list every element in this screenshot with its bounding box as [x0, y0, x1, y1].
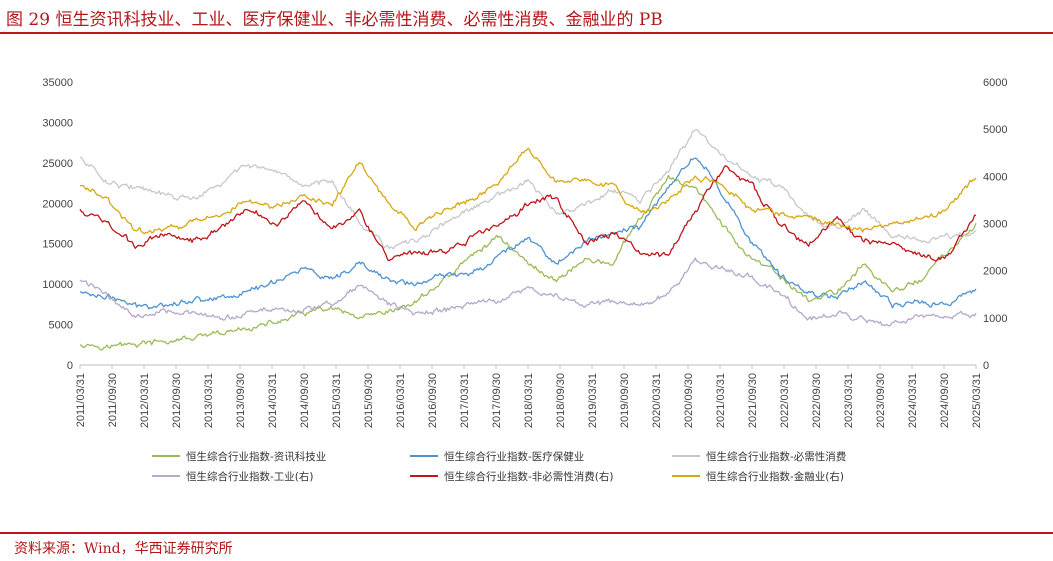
x-tick-label: 2015/09/30	[363, 373, 375, 428]
x-tick-label: 2018/03/31	[523, 373, 535, 428]
x-tick-label: 2017/03/31	[459, 373, 471, 428]
legend-label: 恒生综合行业指数-工业(右)	[186, 470, 313, 483]
legend-label: 恒生综合行业指数-非必需性消费(右)	[444, 470, 613, 483]
x-tick-label: 2023/09/30	[875, 373, 887, 428]
x-tick-label: 2025/03/31	[971, 373, 983, 428]
series-line-4	[79, 165, 977, 262]
x-tick-label: 2016/09/30	[427, 373, 439, 428]
x-tick-label: 2016/03/31	[395, 373, 407, 428]
pb-line-chart: 0 5000 10000 15000 20000 25000 30000 35000 0 100…	[42, 77, 1007, 483]
x-tick-label: 2022/09/30	[811, 373, 823, 428]
x-axis: 2011/03/31 2011/09/30 2012/03/31 2012/09/30…	[75, 365, 983, 428]
series-line-5	[79, 147, 977, 235]
footer-divider	[0, 532, 1053, 534]
y-left-axis: 0 5000 10000 15000 20000 25000 30000 35000	[42, 77, 73, 372]
x-tick-label: 2012/03/31	[139, 373, 151, 428]
x-tick-label: 2018/09/30	[555, 373, 567, 428]
legend-label: 恒生综合行业指数-必需性消费	[706, 450, 846, 463]
series-line-2	[79, 129, 977, 250]
legend-label: 恒生综合行业指数-资讯科技业	[186, 450, 326, 463]
series-line-0	[79, 174, 977, 351]
y-left-tick-label: 10000	[42, 279, 73, 291]
x-tick-label: 2019/09/30	[619, 373, 631, 428]
y-left-tick-label: 25000	[42, 158, 73, 170]
x-tick-label: 2015/03/31	[331, 373, 343, 428]
y-right-tick-label: 4000	[983, 171, 1007, 183]
x-tick-label: 2012/09/30	[171, 373, 183, 428]
y-left-tick-label: 20000	[42, 198, 73, 210]
series-line-3	[79, 257, 977, 327]
y-right-tick-label: 5000	[983, 124, 1007, 136]
x-tick-label: 2022/03/31	[779, 373, 791, 428]
series-lines	[79, 129, 977, 351]
title-divider	[0, 32, 1053, 34]
x-tick-label: 2019/03/31	[587, 373, 599, 428]
y-right-tick-label: 1000	[983, 313, 1007, 325]
y-right-tick-label: 0	[983, 360, 989, 372]
y-left-tick-label: 0	[67, 360, 73, 372]
series-line-1	[80, 157, 977, 310]
x-tick-label: 2024/03/31	[907, 373, 919, 428]
x-tick-label: 2017/09/30	[491, 373, 503, 428]
x-tick-label: 2014/03/31	[267, 373, 279, 428]
y-right-tick-label: 6000	[983, 77, 1007, 89]
x-tick-label: 2014/09/30	[299, 373, 311, 428]
x-tick-label: 2021/09/30	[747, 373, 759, 428]
y-right-tick-label: 3000	[983, 219, 1007, 231]
x-tick-label: 2021/03/31	[715, 373, 727, 428]
x-tick-label: 2013/03/31	[203, 373, 215, 428]
page-title: 图 29 恒生资讯科技业、工业、医疗保健业、非必需性消费、必需性消费、金融业的 …	[6, 10, 663, 30]
legend-label: 恒生综合行业指数-医疗保健业	[444, 450, 584, 463]
legend-label: 恒生综合行业指数-金融业(右)	[706, 470, 844, 483]
x-tick-label: 2024/09/30	[939, 373, 951, 428]
x-tick-label: 2023/03/31	[843, 373, 855, 428]
y-left-tick-label: 30000	[42, 117, 73, 129]
x-tick-label: 2020/09/30	[683, 373, 695, 428]
y-left-tick-label: 5000	[49, 320, 73, 332]
y-right-tick-label: 2000	[983, 266, 1007, 278]
x-tick-label: 2020/03/31	[651, 373, 663, 428]
legend: 恒生综合行业指数-资讯科技业 恒生综合行业指数-医疗保健业 恒生综合行业指数-必需性…	[152, 450, 846, 483]
x-tick-label: 2011/03/31	[75, 373, 87, 427]
data-source-note: 资料来源：Wind，华西证券研究所	[14, 541, 233, 557]
y-left-tick-label: 35000	[42, 77, 73, 89]
y-left-tick-label: 15000	[42, 239, 73, 251]
x-tick-label: 2011/09/30	[107, 373, 119, 427]
x-tick-label: 2013/09/30	[235, 373, 247, 428]
y-right-axis: 0 1000 2000 3000 4000 5000 6000	[983, 77, 1007, 372]
